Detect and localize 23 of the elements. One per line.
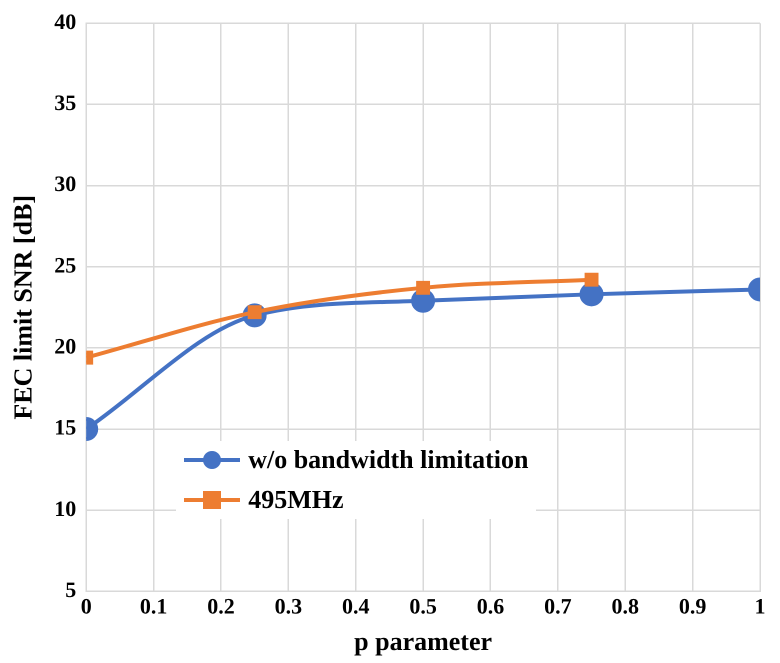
y-tick-label: 10 [54, 496, 76, 521]
legend-label: w/o bandwidth limitation [248, 445, 528, 476]
y-tick-label: 40 [54, 8, 76, 34]
y-axis-title: FEC limit SNR [dB] [8, 194, 38, 420]
y-tick-label: 15 [54, 414, 76, 440]
x-tick-label: 0.6 [476, 593, 504, 618]
x-tick-label: 0.1 [140, 593, 168, 618]
x-tick-label: 0.8 [611, 593, 639, 618]
x-tick-label: 0 [80, 593, 92, 618]
x-tick-label: 0.4 [342, 593, 370, 618]
x-tick-label: 0.5 [409, 593, 437, 618]
y-tick-label: 20 [54, 334, 76, 359]
y-tick-label: 35 [54, 90, 76, 116]
y-tick-label: 25 [54, 252, 76, 278]
x-tick-label: 0.9 [678, 593, 706, 618]
x-tick-label: 0.7 [544, 593, 572, 618]
y-tick-label: 5 [65, 577, 76, 602]
y-tick-label: 30 [54, 171, 76, 196]
x-tick-label: 0.3 [274, 593, 302, 618]
legend-label: 495MHz [248, 485, 344, 516]
x-tick-label: 1 [754, 593, 766, 618]
x-tick-label: 0.2 [207, 593, 235, 618]
x-axis-title: p parameter [354, 627, 492, 656]
